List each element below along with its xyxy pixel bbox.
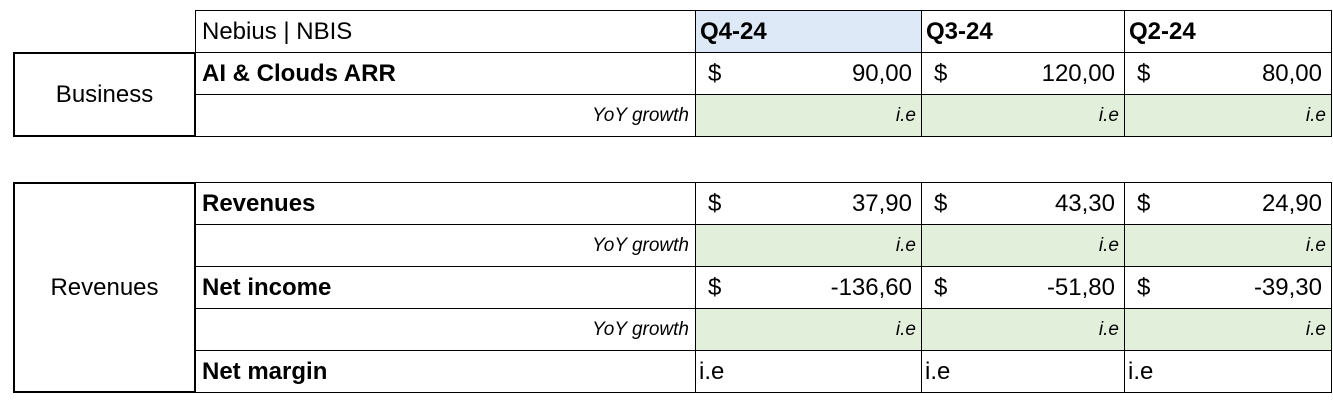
row-label-cell: Net margin — [195, 350, 696, 393]
value-cell: i.e — [695, 350, 922, 393]
currency: $ — [708, 273, 722, 301]
growth-cell: i.e — [695, 308, 922, 351]
period-header: Q4-24 — [695, 10, 922, 53]
growth-cell: i.e — [921, 224, 1125, 267]
value-cell: $ -136,60 — [695, 266, 922, 309]
amount: -51,80 — [1046, 273, 1115, 301]
value: i.e — [925, 357, 951, 385]
amount: 80,00 — [1261, 59, 1322, 87]
row-label: Net income — [202, 273, 332, 301]
growth-cell: i.e — [1124, 94, 1332, 137]
growth-value: i.e — [1305, 234, 1326, 256]
growth-value: i.e — [1098, 104, 1119, 126]
value-cell: $43,30 — [921, 182, 1125, 225]
currency: $ — [1137, 189, 1151, 217]
amount: 120,00 — [1041, 59, 1115, 87]
growth-label-cell: YoY growth — [195, 308, 696, 351]
value: i.e — [699, 357, 725, 385]
growth-cell: i.e — [695, 94, 922, 137]
value-cell: i.e — [1124, 350, 1332, 393]
currency: $ — [708, 189, 722, 217]
growth-cell: i.e — [1124, 308, 1332, 351]
growth-label: YoY growth — [592, 104, 689, 126]
section-label: Business — [55, 80, 154, 108]
section-label: Revenues — [50, 273, 159, 301]
amount: 37,90 — [851, 189, 912, 217]
growth-label: YoY growth — [592, 318, 689, 340]
growth-label-cell: YoY growth — [195, 224, 696, 267]
value-cell: $90,00 — [695, 52, 922, 95]
amount: 43,30 — [1054, 189, 1115, 217]
currency: $ — [1137, 273, 1151, 301]
growth-value: i.e — [895, 318, 916, 340]
value-cell: $ -51,80 — [921, 266, 1125, 309]
period-header: Q3-24 — [921, 10, 1125, 53]
growth-label-cell: YoY growth — [195, 94, 696, 137]
currency: $ — [934, 189, 948, 217]
value-cell: $24,90 — [1124, 182, 1332, 225]
title: Nebius | NBIS — [202, 17, 353, 45]
section-label-cell: Revenues — [13, 182, 196, 393]
row-label: Revenues — [202, 189, 316, 217]
row-label: AI & Clouds ARR — [202, 59, 396, 87]
row-label-cell: Revenues — [195, 182, 696, 225]
value: i.e — [1128, 357, 1154, 385]
growth-cell: i.e — [921, 308, 1125, 351]
title-cell: Nebius | NBIS — [195, 10, 696, 53]
currency: $ — [934, 59, 948, 87]
period: Q2-24 — [1129, 17, 1196, 45]
value-cell: $80,00 — [1124, 52, 1332, 95]
growth-value: i.e — [1098, 318, 1119, 340]
currency: $ — [1137, 59, 1151, 87]
period: Q4-24 — [700, 17, 767, 45]
value-cell: $ -39,30 — [1124, 266, 1332, 309]
growth-value: i.e — [895, 234, 916, 256]
amount: -136,60 — [830, 273, 912, 301]
section-label-cell: Business — [13, 52, 196, 137]
value-cell: $120,00 — [921, 52, 1125, 95]
growth-cell: i.e — [921, 94, 1125, 137]
row-label-cell: Net income — [195, 266, 696, 309]
row-label-cell: AI & Clouds ARR — [195, 52, 696, 95]
amount: 90,00 — [851, 59, 912, 87]
growth-label: YoY growth — [592, 234, 689, 256]
growth-value: i.e — [1305, 104, 1326, 126]
growth-cell: i.e — [695, 224, 922, 267]
growth-value: i.e — [895, 104, 916, 126]
growth-value: i.e — [1305, 318, 1326, 340]
amount: -39,30 — [1253, 273, 1322, 301]
value-cell: i.e — [921, 350, 1125, 393]
row-label: Net margin — [202, 357, 328, 385]
currency: $ — [708, 59, 722, 87]
growth-cell: i.e — [1124, 224, 1332, 267]
period: Q3-24 — [926, 17, 993, 45]
period-header: Q2-24 — [1124, 10, 1332, 53]
growth-value: i.e — [1098, 234, 1119, 256]
amount: 24,90 — [1261, 189, 1322, 217]
value-cell: $37,90 — [695, 182, 922, 225]
currency: $ — [934, 273, 948, 301]
